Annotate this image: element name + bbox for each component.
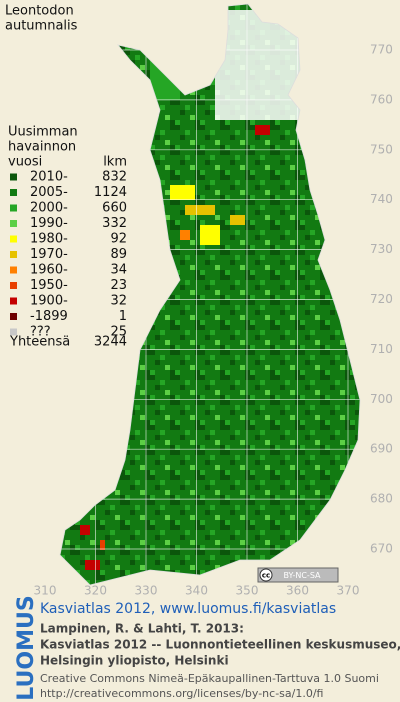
legend-count: 32: [110, 294, 127, 309]
cc-icon: [259, 568, 273, 582]
legend-label: 2010-: [30, 170, 68, 185]
area: [100, 540, 105, 550]
y-tick-label: 740: [370, 192, 393, 206]
legend-label: 2005-: [30, 185, 68, 200]
legend-label: -1899: [30, 309, 68, 324]
y-tick-label: 730: [370, 242, 393, 256]
legend-count: 832: [102, 170, 127, 185]
legend-heading: vuosi: [8, 155, 42, 170]
area: [80, 525, 90, 535]
legend-label: 1960-: [30, 263, 68, 278]
title: Leontodon: [5, 4, 74, 19]
y-tick-label: 750: [370, 142, 393, 156]
total-label: Yhteensä: [9, 335, 70, 350]
citation: Kasviatlas 2012 -- Luonnontieteellinen k…: [40, 638, 400, 652]
legend-count: 1: [119, 309, 127, 324]
x-tick-label: 310: [34, 584, 57, 598]
license-badge: [257, 567, 339, 583]
link: Kasviatlas 2012, www.luomus.fi/kasviatla…: [40, 601, 336, 617]
area: [185, 205, 215, 215]
unrecorded-area: [215, 10, 305, 120]
total: 3244: [94, 335, 127, 350]
license: http://creativecommons.org/licenses/by-n…: [40, 687, 323, 700]
legend-heading: havainnon: [8, 140, 76, 155]
legend-label: 1950-: [30, 278, 68, 293]
license: Creative Commons Nimeä-Epäkaupallinen-Ta…: [40, 672, 379, 685]
legend-swatch: [10, 251, 17, 258]
legend-count: 332: [102, 216, 127, 231]
legend-swatch: [10, 173, 17, 181]
labels: 770 760 750 740 730 720 710 700 690 680 670 310 320 3…: [34, 43, 393, 598]
area: [200, 225, 220, 245]
legend-label: 2000-: [30, 201, 68, 216]
x-tick-label: 370: [337, 584, 360, 598]
legend-count: 25: [110, 325, 127, 340]
legend-count: 660: [102, 201, 127, 216]
x-tick-label: 360: [286, 584, 309, 598]
area: [170, 185, 195, 200]
legend-swatch: [10, 235, 17, 243]
title: autumnalis: [5, 19, 78, 34]
x-tick-label: 350: [236, 584, 259, 598]
area: [180, 230, 190, 240]
legend-label: 1980-: [30, 232, 68, 247]
legend-label: 1970-: [30, 247, 68, 262]
legend-swatch: [10, 313, 17, 320]
cc-icon-text: cc: [262, 572, 270, 580]
citation: Lampinen, R. & Lahti, T. 2013:: [40, 622, 244, 636]
citation: Helsingin yliopisto, Helsinki: [40, 654, 229, 668]
legend-swatch: [10, 204, 17, 212]
license-badge-text: BY-NC-SA: [283, 571, 321, 580]
x-tick-label: 340: [185, 584, 208, 598]
area: [255, 125, 270, 135]
y-tick-label: 700: [370, 392, 393, 406]
y-tick-label: 760: [370, 92, 393, 106]
legend-swatch: [10, 266, 17, 274]
y-tick-label: 720: [370, 292, 393, 306]
legend-swatch: [10, 328, 17, 336]
legend-count: 1124: [94, 185, 127, 200]
legend-label: 1990-: [30, 216, 68, 231]
area: [85, 560, 100, 570]
area: [350, 330, 355, 335]
legend-swatch: [10, 189, 17, 196]
legend-count: 34: [110, 263, 127, 278]
y-tick-label: 670: [370, 542, 393, 556]
legend-swatch: [10, 297, 17, 305]
y-tick-label: 680: [370, 492, 393, 506]
y-tick-label: 770: [370, 43, 393, 57]
legend-count-heading: lkm: [103, 155, 127, 170]
x-tick-label: 320: [84, 584, 107, 598]
y-tick-label: 690: [370, 442, 393, 456]
legend-label: 1900-: [30, 294, 68, 309]
legend-label: ???: [30, 325, 51, 340]
legend-count: 89: [110, 247, 127, 262]
legend-swatch: [10, 220, 17, 227]
y-tick-label: 710: [370, 342, 393, 356]
logo: LUOMUS: [14, 595, 39, 700]
area: [230, 215, 245, 225]
legend-count: 23: [110, 278, 127, 293]
legend-heading: Uusimman: [8, 125, 78, 140]
legend-swatch: [10, 282, 17, 289]
x-tick-label: 330: [135, 584, 158, 598]
legend-count: 92: [110, 232, 127, 247]
legend: 2010- 832 2005- 1124 2000- 660 1990- 332 1980- 92…: [10, 170, 127, 340]
